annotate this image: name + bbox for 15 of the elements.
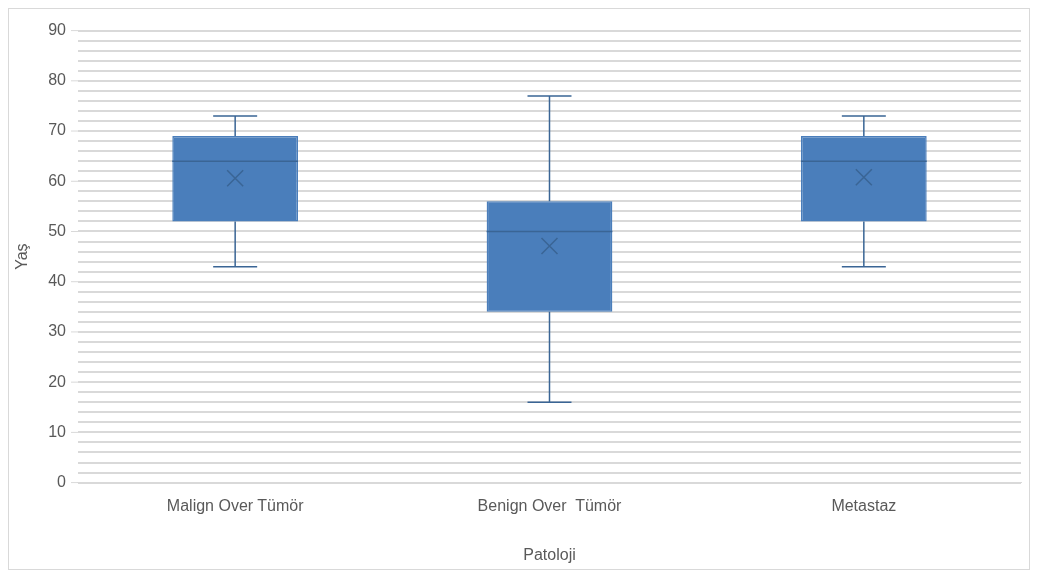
x-tick-label: Malign Over Tümör xyxy=(166,496,305,514)
y-tick-label: 10 xyxy=(48,422,67,440)
y-axis-title: Yaş xyxy=(13,243,31,270)
y-tick-label: 0 xyxy=(57,473,67,491)
y-tick-label: 90 xyxy=(48,21,67,39)
y-tick-label: 80 xyxy=(48,71,67,89)
x-axis-title: Patoloji xyxy=(523,545,576,563)
y-tick-label: 30 xyxy=(48,322,67,340)
x-tick-label: Metastaz xyxy=(831,496,897,514)
y-tick-label: 50 xyxy=(48,221,67,239)
x-tick-label: Benign Over Tümör xyxy=(477,496,623,514)
y-tick-label: 70 xyxy=(48,121,67,139)
y-tick-label: 20 xyxy=(48,372,67,390)
y-tick-label: 60 xyxy=(48,171,67,189)
y-tick-label: 40 xyxy=(48,272,67,290)
